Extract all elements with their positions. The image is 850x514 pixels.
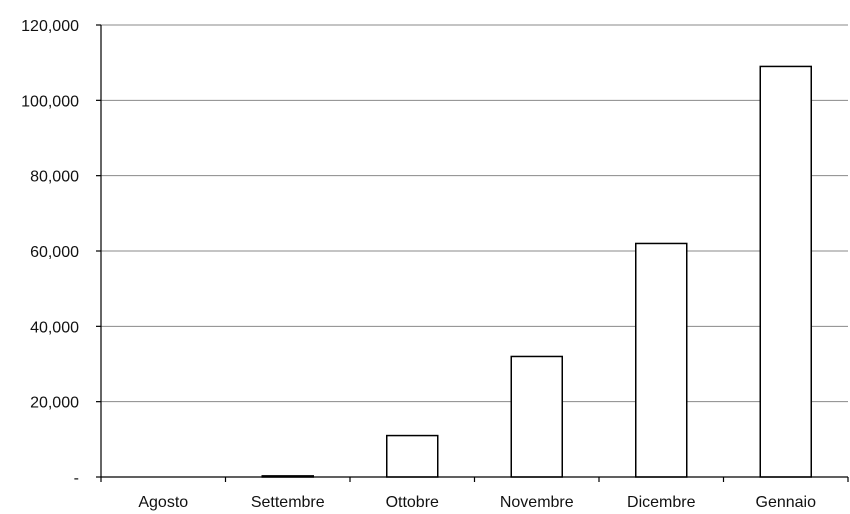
x-category-label: Agosto <box>138 494 188 511</box>
y-axis-ticks: - 20,000 40,000 60,000 80,000 100,000 120,000 <box>21 18 101 487</box>
x-category-label: Novembre <box>500 494 574 511</box>
bar-gennaio <box>759 65 812 478</box>
bar-novembre <box>510 355 563 478</box>
y-tick-label: 60,000 <box>30 244 79 261</box>
x-category-label: Dicembre <box>627 494 696 511</box>
y-tick-label: 120,000 <box>21 18 79 35</box>
bar-dicembre <box>635 242 688 478</box>
bar-ottobre <box>386 434 439 478</box>
x-category-label: Gennaio <box>756 494 817 511</box>
bars <box>261 65 812 478</box>
y-tick-label: 20,000 <box>30 395 79 412</box>
y-tick-label: - <box>74 470 79 487</box>
y-tick-label: 100,000 <box>21 93 79 110</box>
x-category-label: Ottobre <box>386 494 439 511</box>
x-axis-ticks <box>100 477 849 482</box>
x-category-label: Settembre <box>251 494 325 511</box>
x-axis-labels: Agosto Settembre Ottobre Novembre Dicembre Ge… <box>138 494 816 511</box>
grid-lines <box>101 24 848 403</box>
y-tick-label: 80,000 <box>30 169 79 186</box>
y-tick-label: 40,000 <box>30 319 79 336</box>
